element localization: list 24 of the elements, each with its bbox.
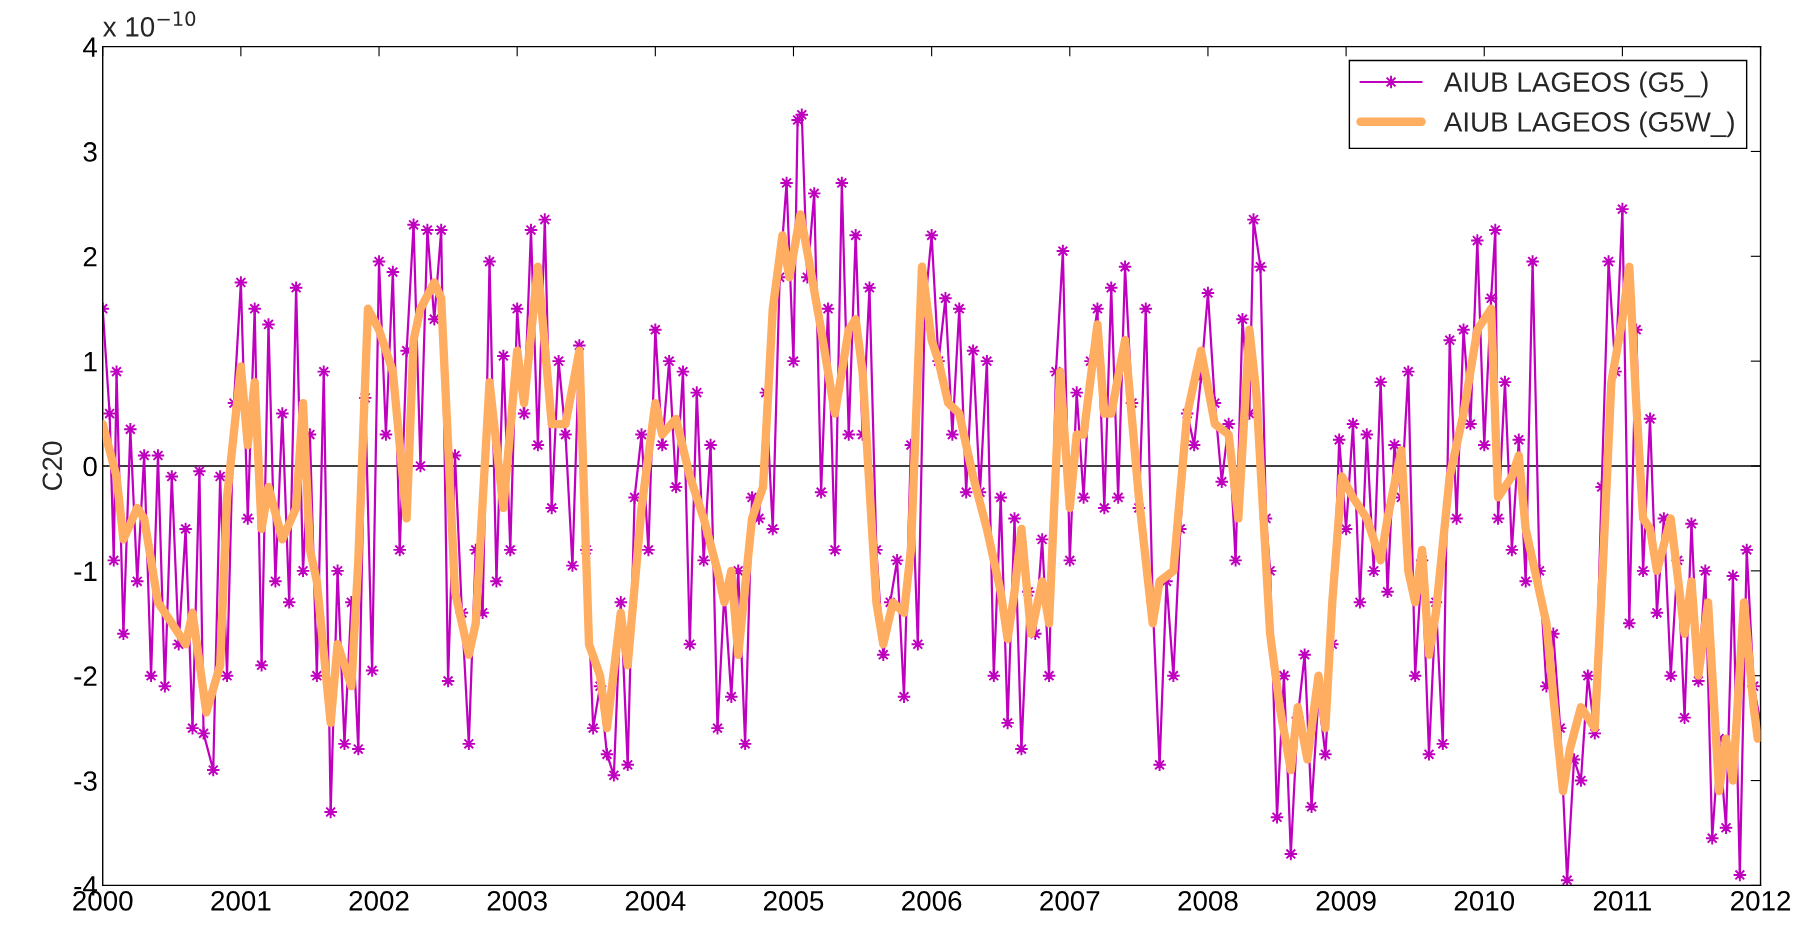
- y-tick-label: -2: [74, 666, 97, 686]
- legend-label: AIUB LAGEOS (G5W_): [1443, 111, 1734, 138]
- legend-label: AIUB LAGEOS (G5_): [1443, 71, 1708, 98]
- x-tick-label: 2003: [487, 890, 547, 911]
- x-tick-label: 2006: [902, 890, 962, 911]
- x-tick-label: 2001: [211, 890, 271, 911]
- x-tick-label: 2009: [1316, 890, 1376, 911]
- x-tick-label: 2008: [1178, 890, 1238, 911]
- y-tick-label: -3: [74, 771, 97, 791]
- x-tick-label: 2010: [1454, 890, 1515, 911]
- x-tick-label: 2007: [1040, 890, 1100, 911]
- x-tick-label: 2002: [349, 890, 409, 911]
- x-tick-label: 2005: [763, 890, 824, 911]
- x-tick-label: 2011: [1593, 890, 1651, 911]
- y-tick-label: 3: [83, 142, 97, 162]
- y-tick-label: 1: [84, 352, 97, 372]
- y-tick-label: 0: [83, 456, 97, 477]
- x-tick-label: 2012: [1731, 890, 1791, 911]
- x-tick-label: 2004: [625, 890, 686, 911]
- y-tick-label: 2: [83, 246, 97, 267]
- y-tick-label: 4: [83, 37, 98, 57]
- y-axis-title: C20: [42, 441, 63, 491]
- text: x 10$^{−10}$: [103, 11, 196, 37]
- y-tick-label: -1: [74, 561, 97, 581]
